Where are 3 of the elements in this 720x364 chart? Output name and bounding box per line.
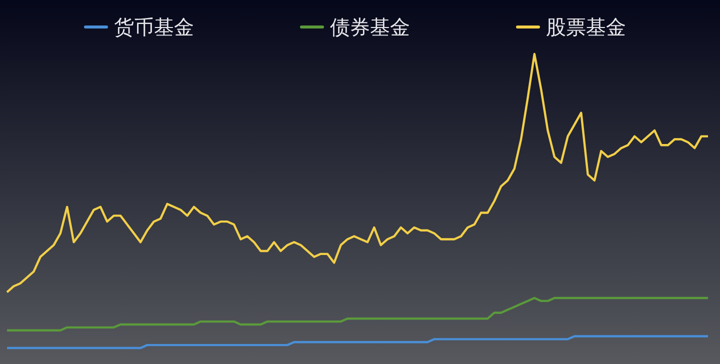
legend-label: 债券基金	[330, 15, 410, 39]
legend-label: 货币基金	[114, 15, 194, 39]
legend-label: 股票基金	[546, 15, 626, 39]
